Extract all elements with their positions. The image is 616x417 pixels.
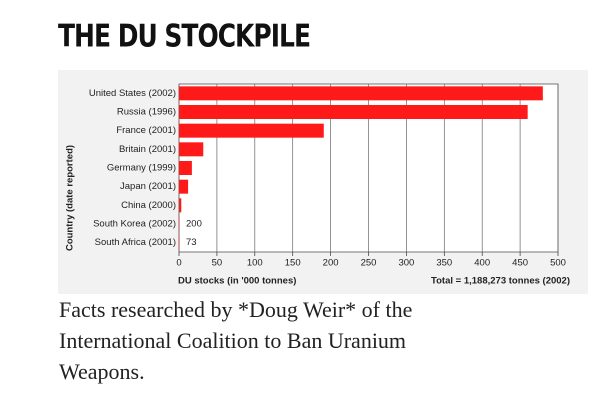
x-tick-label: 150 [285, 258, 301, 269]
y-tick-label: Japan (2001) [120, 181, 176, 192]
bar [179, 123, 324, 138]
chart: 0 50 100 150 200 250 300 350 400 450 500 United Sta… [89, 84, 566, 269]
x-tick-label: 250 [361, 258, 377, 269]
x-tick-label: 50 [212, 258, 223, 269]
caption-line: Facts researched by *Doug Weir* of the [59, 297, 412, 322]
bar [179, 217, 180, 231]
bar [179, 235, 180, 250]
bar [179, 198, 182, 213]
caption-line: Weapons. [59, 359, 145, 384]
y-tick-label: South Korea (2002) [93, 219, 176, 230]
x-tick-label: 450 [512, 258, 528, 269]
caption: Facts researched by *Doug Weir* of the In… [59, 297, 412, 384]
value-label: 200 [186, 219, 202, 230]
x-tick-label: 400 [474, 258, 490, 269]
y-tick-label: France (2001) [116, 125, 176, 136]
x-tick-label: 100 [247, 258, 263, 269]
bar [179, 142, 204, 157]
bar [179, 86, 543, 101]
value-label: 73 [186, 237, 197, 248]
bar [179, 105, 528, 119]
annotation: Total = 1,188,273 tonnes (2002) [431, 276, 570, 287]
bar [179, 179, 189, 194]
x-tick-label: 500 [550, 258, 566, 269]
bar [179, 161, 192, 175]
y-tick-label: United States (2002) [89, 88, 176, 99]
page-title: THE DU STOCKPILE [58, 18, 310, 54]
x-tick-label: 350 [436, 258, 452, 269]
y-tick-label: Germany (1999) [107, 163, 176, 174]
x-axis-label: DU stocks (in '000 tonnes) [178, 276, 296, 287]
x-tick-label: 300 [398, 258, 414, 269]
y-tick-label: Russia (1996) [117, 107, 176, 118]
y-tick-label: South Africa (2001) [95, 237, 176, 248]
y-axis-label: Country (date reported) [65, 145, 76, 251]
x-tick-label: 0 [176, 258, 181, 269]
x-tick-label: 200 [323, 258, 339, 269]
y-tick-label: Britain (2001) [119, 144, 176, 155]
y-tick-label: China (2000) [121, 200, 176, 211]
caption-line: International Coalition to Ban Uranium [59, 328, 406, 353]
